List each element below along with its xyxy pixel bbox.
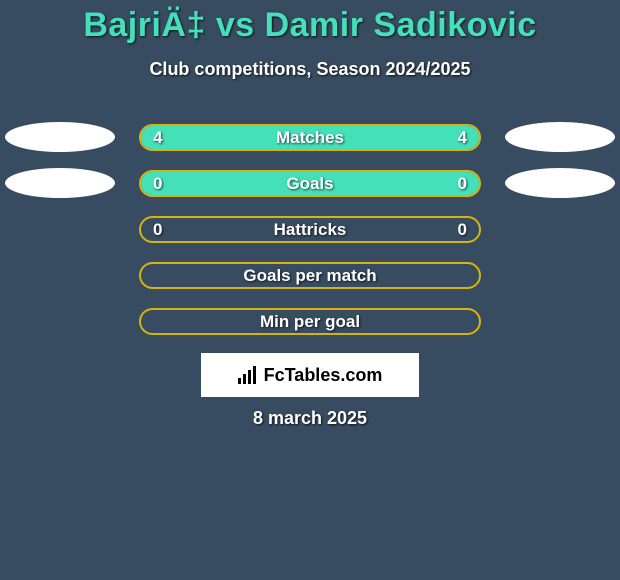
stat-row: Hattricks0 0 [0,216,620,262]
footer-date: 8 march 2025 [0,408,620,429]
brand-text: FcTables.com [264,365,383,386]
stat-label: Hattricks [141,218,479,241]
page-subtitle: Club competitions, Season 2024/2025 [0,59,620,80]
stat-bar: Goals00 [139,170,481,197]
stat-fill-right [310,172,479,195]
brand-badge: FcTables.com [201,353,419,397]
left-ellipse [5,168,115,198]
stat-bar: Goals per match [139,262,481,289]
stat-fill-left [141,172,310,195]
stat-label: Goals per match [141,264,479,287]
stats-container: Matches44 Goals00 Hattricks0 0 Goals per mat… [0,124,620,354]
stat-row: Goals00 [0,170,620,216]
stat-row: Min per goal [0,308,620,354]
stat-bar: Hattricks0 0 [139,216,481,243]
stat-value-right: 0 [458,218,467,241]
right-ellipse [505,168,615,198]
stat-row: Goals per match [0,262,620,308]
stat-value-left: 0 [153,218,162,241]
stat-bar: Min per goal [139,308,481,335]
chart-icon [238,366,258,384]
stat-row: Matches44 [0,124,620,170]
page-title: BajriÄ‡ vs Damir Sadikovic [0,0,620,45]
right-ellipse [505,122,615,152]
stat-bar: Matches44 [139,124,481,151]
stat-fill-left [141,126,310,149]
left-ellipse [5,122,115,152]
stat-label: Min per goal [141,310,479,333]
stat-fill-right [310,126,479,149]
